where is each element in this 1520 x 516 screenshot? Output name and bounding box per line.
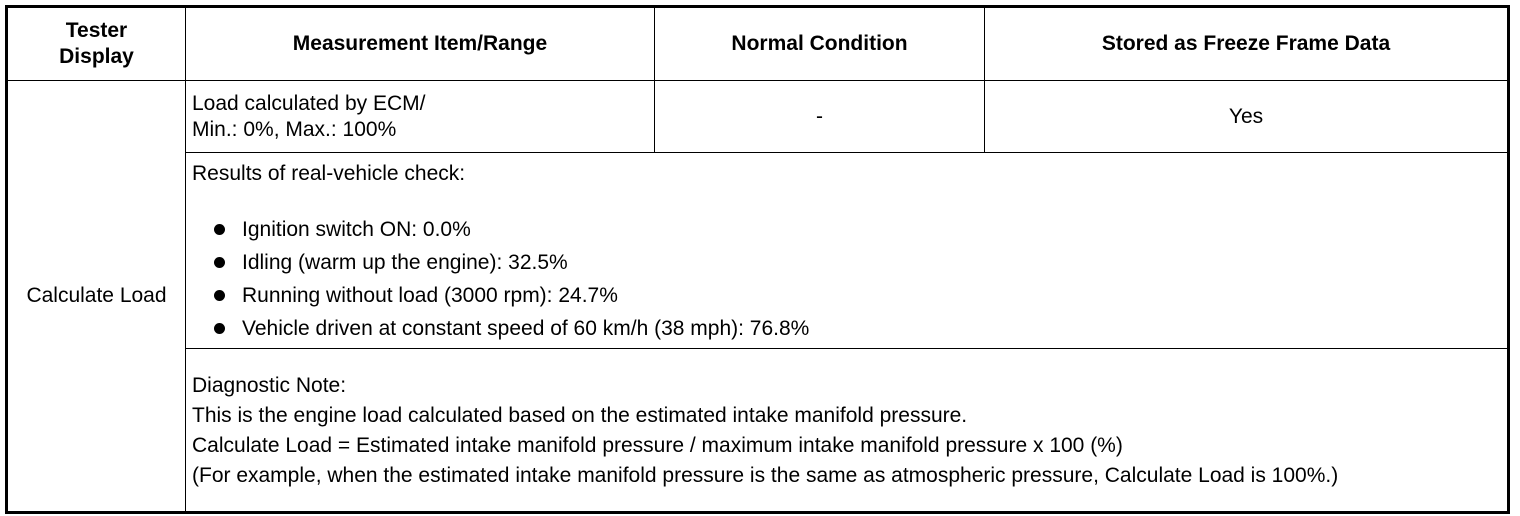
bullet-item: Idling (warm up the engine): 32.5% bbox=[212, 246, 1501, 279]
row: Diagnostic Note: This is the engine load… bbox=[7, 348, 1509, 513]
data-table: Tester Display Measurement Item/Range No… bbox=[5, 5, 1510, 514]
header-cell: Stored as Freeze Frame Data bbox=[984, 6, 1509, 81]
bullet-item: Running without load (3000 rpm): 24.7% bbox=[212, 279, 1501, 312]
note-lines: This is the engine load calculated based… bbox=[192, 401, 1501, 491]
bullet-item: Vehicle driven at constant speed of 60 k… bbox=[212, 312, 1501, 345]
note-line: This is the engine load calculated based… bbox=[192, 404, 968, 427]
note-cell: Diagnostic Note: This is the engine load… bbox=[185, 348, 1509, 513]
row: Results of real-vehicle check: Ignition … bbox=[7, 152, 1509, 349]
measurement-cell: Load calculated by ECM/ Min.: 0%, Max.: … bbox=[185, 80, 655, 153]
bullet-list: Ignition switch ON: 0.0% Idling (warm up … bbox=[192, 213, 1501, 345]
freeze-cell: Yes bbox=[984, 80, 1509, 153]
header-cell: Measurement Item/Range bbox=[185, 6, 655, 81]
note-title: Diagnostic Note: bbox=[192, 374, 347, 397]
bullet-item: Ignition switch ON: 0.0% bbox=[212, 213, 1501, 246]
row: Calculate Load Load calculated by ECM/ M… bbox=[6, 80, 1509, 513]
normal-cell: - bbox=[654, 80, 985, 153]
text-line: Min.: 0%, Max.: 100% bbox=[192, 117, 397, 141]
header-cell: Tester Display bbox=[6, 6, 186, 81]
note-line: Calculate Load = Estimated intake manifo… bbox=[192, 434, 1123, 457]
check-title: Results of real-vehicle check: bbox=[192, 162, 466, 185]
check-cell: Results of real-vehicle check: Ignition … bbox=[185, 152, 1509, 349]
header-row: Tester Display Measurement Item/Range No… bbox=[6, 6, 1509, 81]
text-line: Load calculated by ECM/ bbox=[192, 91, 426, 115]
note-line: (For example, when the estimated intake … bbox=[192, 464, 1339, 487]
display-cell: Calculate Load bbox=[6, 80, 186, 513]
header-cell: Normal Condition bbox=[654, 6, 985, 81]
